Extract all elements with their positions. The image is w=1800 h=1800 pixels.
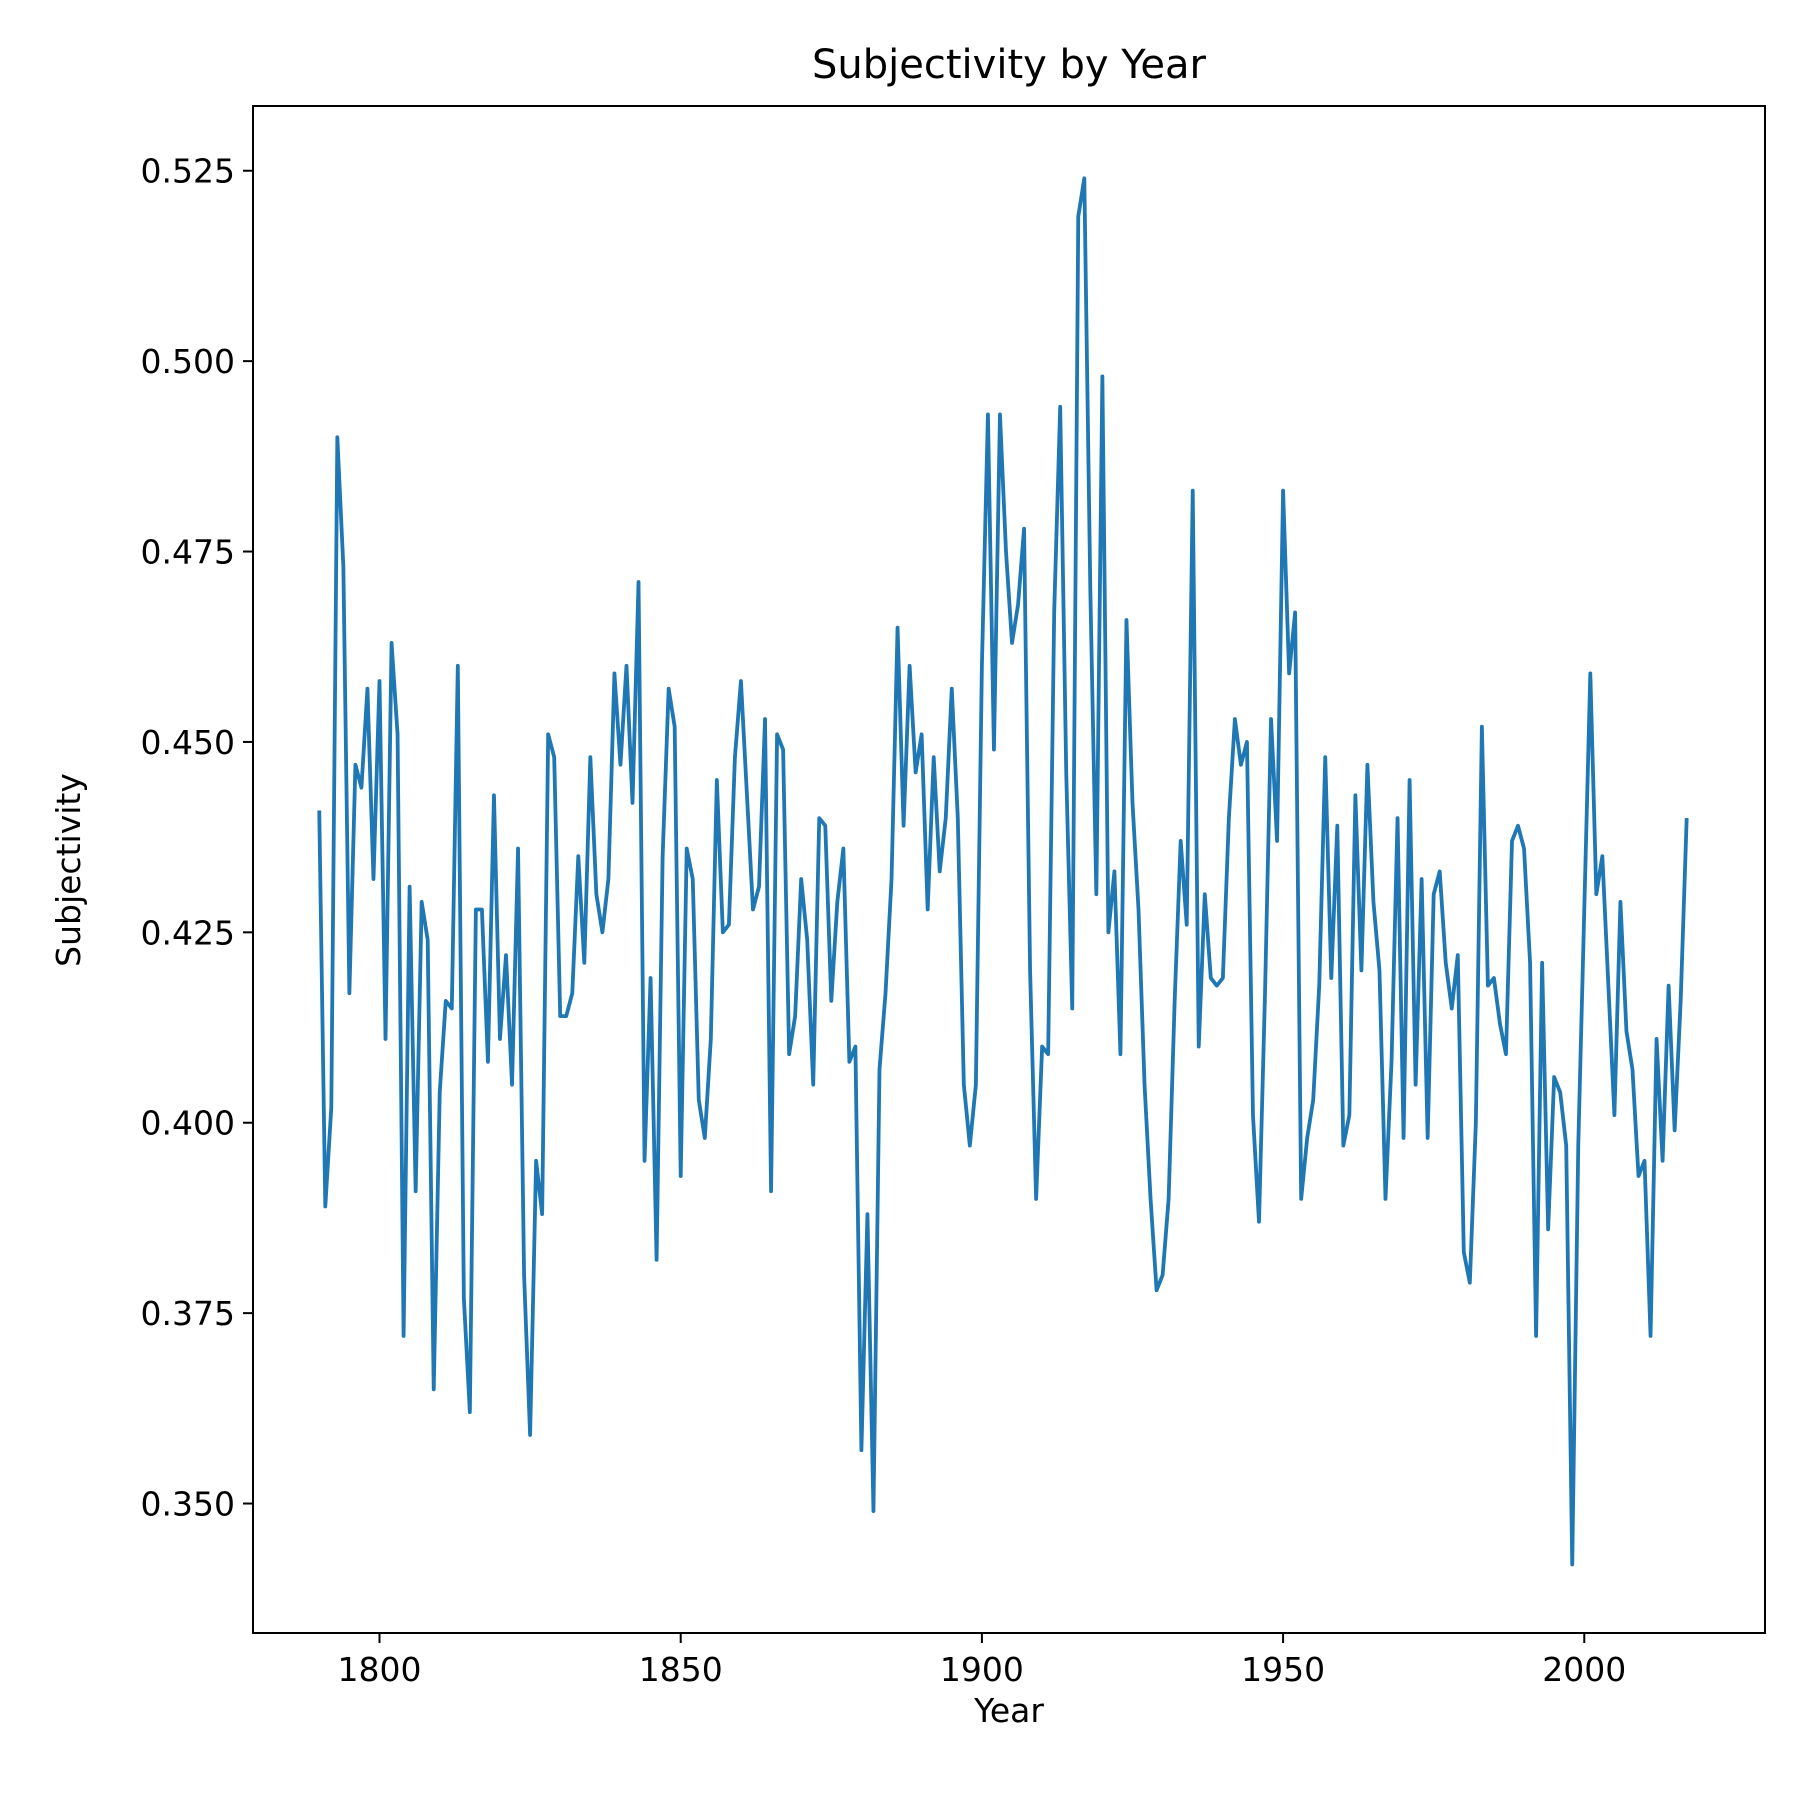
plot-frame bbox=[252, 105, 1766, 1634]
y-tick-label: 0.350 bbox=[141, 1485, 235, 1524]
y-axis-label: Subjectivity bbox=[49, 773, 88, 967]
y-tick-label: 0.425 bbox=[141, 913, 235, 952]
y-tick-label: 0.475 bbox=[141, 533, 235, 572]
y-tick-label: 0.450 bbox=[141, 723, 235, 762]
x-tick-label: 1900 bbox=[940, 1650, 1024, 1689]
x-tick-label: 2000 bbox=[1542, 1650, 1626, 1689]
x-axis: 1800 1850 1900 1950 2000 bbox=[338, 1633, 1626, 1689]
y-tick-label: 0.400 bbox=[141, 1104, 235, 1143]
x-tick-label: 1800 bbox=[338, 1650, 422, 1689]
x-axis-label: Year bbox=[973, 1691, 1044, 1730]
x-tick-label: 1950 bbox=[1241, 1650, 1325, 1689]
x-tick-label: 1850 bbox=[639, 1650, 723, 1689]
y-tick-label: 0.525 bbox=[141, 152, 235, 191]
y-axis: 0.350 0.375 0.400 0.425 0.450 0.475 0.500 0.525 bbox=[141, 152, 253, 1524]
series-line bbox=[317, 176, 1689, 1567]
chart-title: Subjectivity by Year bbox=[812, 42, 1207, 88]
y-tick-label: 0.500 bbox=[141, 342, 235, 381]
y-tick-label: 0.375 bbox=[141, 1294, 235, 1333]
